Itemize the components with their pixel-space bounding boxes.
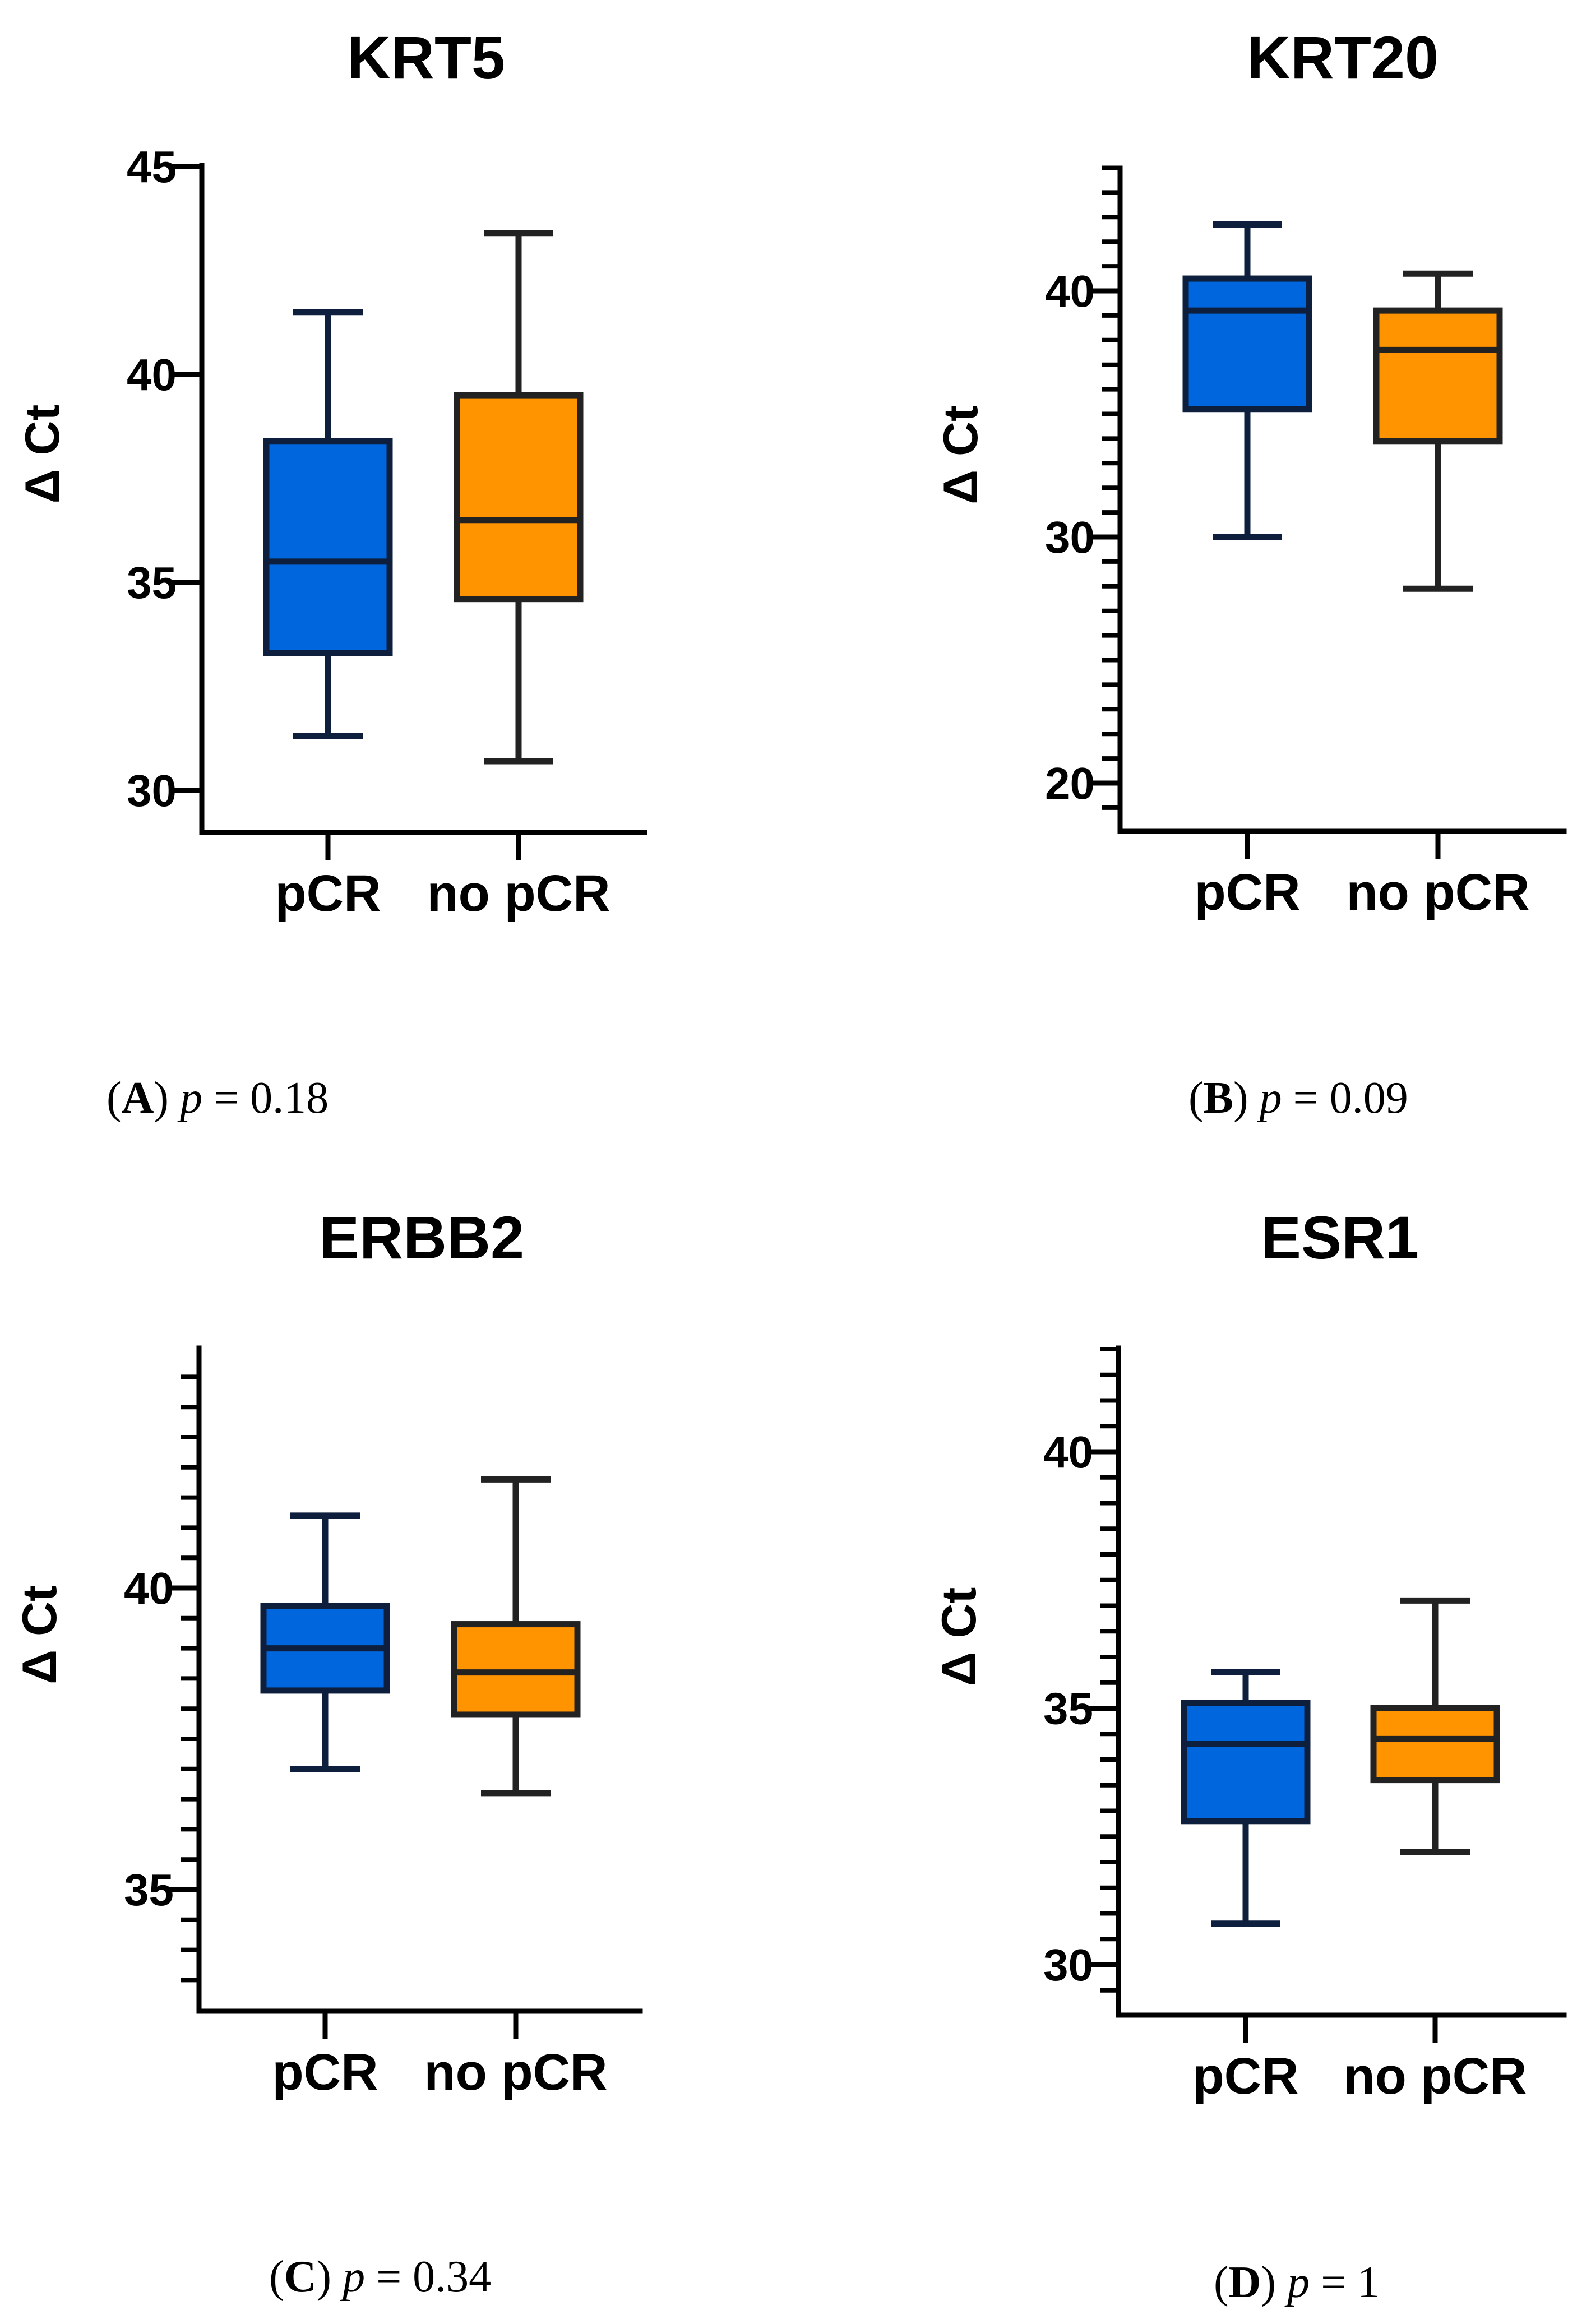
chart-panel-krt5: KRT5 30 35 40 45 Δ Ct pCR no pCR (A) p = 0.18 — [16, 24, 647, 1123]
caption-p-value: = 0.09 — [1282, 1073, 1408, 1123]
caption-p-symbol: p — [340, 2252, 365, 2302]
box-no-pcr — [1370, 1597, 1500, 1855]
chart-title: ESR1 — [1261, 1203, 1419, 1271]
caption-p-value: = 0.34 — [365, 2252, 491, 2302]
x-category-label: no pCR — [424, 2044, 607, 2101]
chart-title: KRT5 — [347, 24, 505, 91]
box-no-pcr — [454, 230, 584, 765]
y-tick-label: 35 — [127, 558, 177, 608]
y-tick-label: 30 — [127, 766, 177, 816]
y-tick-label: 40 — [1043, 1427, 1093, 1477]
iqr-box — [1373, 307, 1503, 445]
caption-p-value: = 0.18 — [202, 1073, 329, 1123]
chart-panel-esr1: ESR1 30 35 40 Δ Ct pCR no pCR (D) p = 1 — [932, 1203, 1567, 2307]
caption-p-value: = 1 — [1310, 2258, 1380, 2307]
caption-open: ( — [107, 1073, 122, 1123]
caption-panel-letter: B — [1204, 1073, 1233, 1123]
y-tick-label: 35 — [1043, 1684, 1093, 1734]
chart-panel-krt20: KRT20 20 30 40 Δ Ct pCR no pCR (B) p = 0.09 — [934, 24, 1567, 1123]
y-tick-label: 35 — [124, 1865, 174, 1915]
box-no-pcr — [451, 1476, 581, 1797]
x-category-label: pCR — [1192, 2048, 1298, 2105]
y-tick-label: 40 — [127, 350, 177, 400]
x-category-label: pCR — [275, 865, 381, 922]
iqr-box — [1182, 275, 1312, 413]
caption-close: ) — [1233, 1073, 1260, 1123]
iqr-box — [1181, 1700, 1311, 1825]
caption-panel-letter: A — [122, 1073, 154, 1123]
y-tick-label: 30 — [1043, 1940, 1093, 1990]
x-category-label: no pCR — [1346, 864, 1529, 921]
caption-close: ) — [1261, 2258, 1287, 2307]
caption-open: ( — [1214, 2258, 1229, 2307]
chart-title: ERBB2 — [319, 1203, 524, 1271]
box-no-pcr — [1373, 270, 1503, 592]
y-tick-label: 20 — [1045, 758, 1095, 808]
panel-caption: (B) p = 0.09 — [1188, 1073, 1408, 1123]
x-category-label: pCR — [272, 2044, 378, 2101]
y-axis-label: Δ Ct — [16, 405, 70, 503]
box-pcr — [1181, 1669, 1311, 1927]
y-tick-label: 30 — [1045, 512, 1095, 562]
caption-close: ) — [316, 2252, 343, 2302]
y-axis-label: Δ Ct — [13, 1585, 67, 1684]
y-axis-label: Δ Ct — [932, 1587, 986, 1686]
panel-caption: (D) p = 1 — [1214, 2258, 1380, 2307]
caption-panel-letter: D — [1229, 2258, 1261, 2307]
box-pcr — [1182, 221, 1312, 540]
iqr-box — [454, 392, 584, 603]
y-tick-label: 45 — [127, 142, 177, 192]
caption-close: ) — [154, 1073, 180, 1123]
box-pcr — [260, 1512, 390, 1772]
y-tick-label: 40 — [124, 1563, 174, 1613]
x-category-label: no pCR — [427, 865, 610, 922]
y-axis-label: Δ Ct — [934, 405, 988, 504]
caption-p-symbol: p — [1257, 1073, 1282, 1123]
box-pcr — [263, 309, 393, 740]
panel-caption: (A) p = 0.18 — [107, 1073, 329, 1123]
y-tick-label: 40 — [1045, 266, 1095, 316]
caption-p-symbol: p — [1284, 2258, 1310, 2307]
x-category-label: pCR — [1194, 864, 1300, 921]
x-category-label: no pCR — [1343, 2048, 1527, 2105]
caption-open: ( — [1188, 1073, 1204, 1123]
iqr-box — [1370, 1705, 1500, 1784]
chart-panel-erbb2: ERBB2 35 40 Δ Ct pCR no pCR (C) p = 0.34 — [13, 1203, 643, 2302]
chart-title: KRT20 — [1247, 24, 1439, 91]
iqr-box — [263, 438, 393, 656]
caption-open: ( — [269, 2252, 284, 2302]
panel-caption: (C) p = 0.34 — [269, 2252, 491, 2302]
caption-panel-letter: C — [284, 2252, 317, 2302]
caption-p-symbol: p — [177, 1073, 202, 1123]
